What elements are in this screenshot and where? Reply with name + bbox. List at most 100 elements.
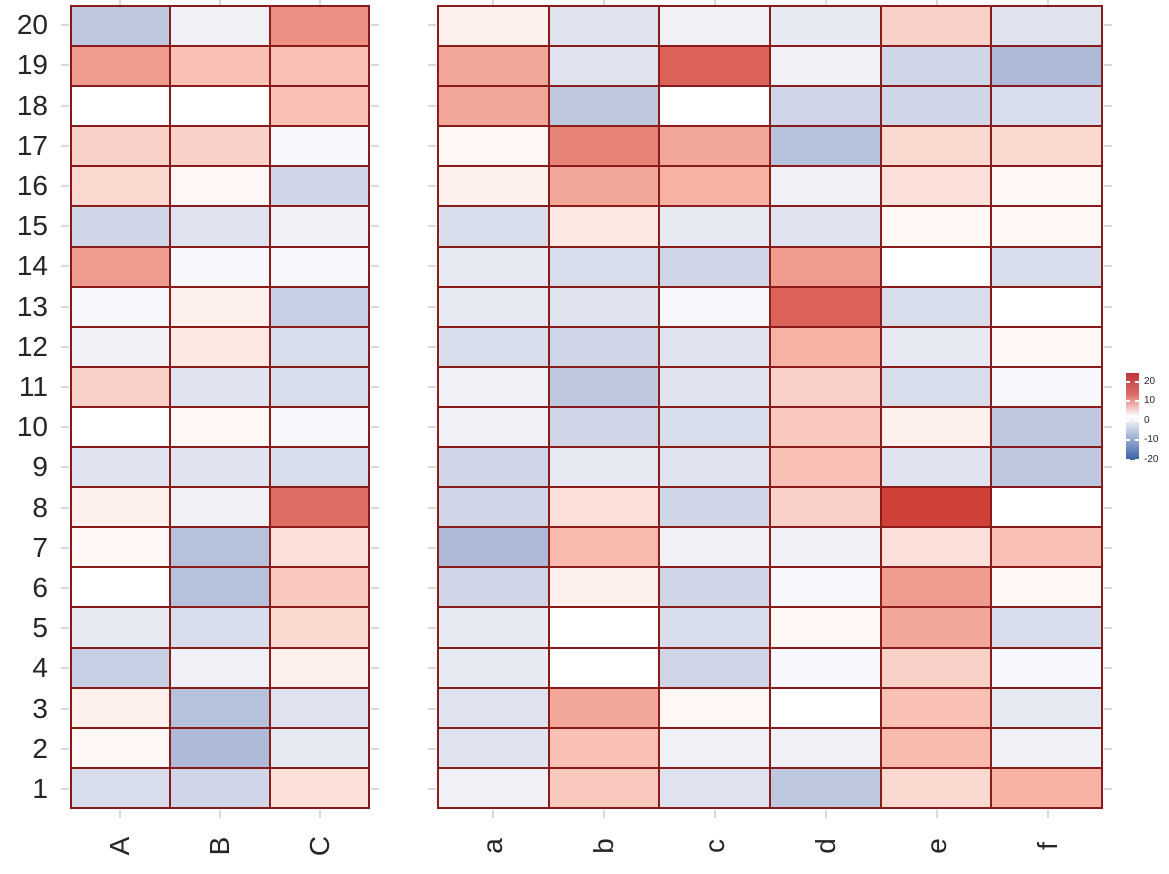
heatmap-cell-b1	[548, 767, 660, 808]
heatmap-cell-C17	[269, 126, 369, 167]
axis-tick	[371, 546, 379, 549]
axis-tick	[371, 586, 379, 589]
heatmap-cell-A8	[71, 487, 171, 528]
axis-tick	[371, 787, 379, 790]
heatmap-cell-a13	[438, 286, 549, 327]
heatmap-cell-a10	[438, 406, 549, 448]
axis-tick	[1104, 546, 1112, 549]
col-label-f: f	[1031, 842, 1063, 850]
axis-tick	[428, 24, 436, 27]
axis-tick	[61, 225, 69, 228]
row-label-6: 6	[32, 571, 48, 603]
col-label-A: A	[104, 836, 135, 856]
heatmap-cell-c11	[659, 366, 770, 407]
heatmap-cell-A16	[71, 166, 171, 207]
heatmap-cell-c10	[659, 406, 770, 448]
axis-tick	[428, 466, 436, 469]
axis-tick	[1104, 586, 1112, 589]
legend-tick-label--20: -20	[1144, 454, 1159, 465]
heatmap-cell-B10	[170, 406, 270, 448]
legend-tick-dash	[1135, 400, 1139, 403]
axis-tick	[371, 466, 379, 469]
heatmap-cell-e15	[880, 206, 992, 247]
axis-tick	[428, 506, 436, 509]
axis-tick	[61, 747, 69, 750]
axis-tick	[428, 225, 436, 228]
axis-tick	[1104, 24, 1112, 27]
heatmap-cell-c9	[659, 447, 770, 488]
heatmap-cell-b12	[548, 326, 660, 367]
row-label-10: 10	[16, 411, 48, 443]
heatmap-cell-d17	[769, 126, 881, 167]
axis-tick	[371, 104, 379, 107]
heatmap-cell-b5	[548, 607, 660, 648]
col-label-B: B	[204, 836, 235, 856]
heatmap-cell-b18	[548, 86, 660, 127]
heatmap-cell-a4	[438, 647, 549, 688]
heatmap-cell-C14	[269, 246, 369, 287]
heatmap-cell-e5	[880, 607, 992, 648]
axis-tick	[428, 305, 436, 308]
axis-tick	[713, 0, 716, 5]
axis-tick	[61, 64, 69, 67]
axis-tick	[428, 707, 436, 710]
axis-tick	[428, 787, 436, 790]
heatmap-cell-c19	[659, 46, 770, 87]
heatmap-cell-b20	[548, 6, 660, 47]
axis-tick	[61, 506, 69, 509]
heatmap-cell-f19	[991, 46, 1102, 87]
legend-tick-label-0: 0	[1144, 414, 1150, 426]
heatmap-cell-e19	[880, 46, 992, 87]
heatmap-cell-A7	[71, 527, 171, 568]
axis-tick	[428, 184, 436, 187]
heatmap-cell-f6	[991, 567, 1102, 608]
heatmap-cell-B2	[170, 727, 270, 768]
heatmap-cell-B13	[170, 286, 270, 327]
axis-tick	[1104, 426, 1112, 429]
heatmap-cell-C8	[269, 487, 369, 528]
axis-tick	[61, 104, 69, 107]
axis-tick	[428, 345, 436, 348]
axis-tick	[1046, 0, 1049, 5]
legend-tick-dash	[1135, 419, 1139, 422]
axis-tick	[371, 184, 379, 187]
heatmap-cell-B6	[170, 567, 270, 608]
heatmap-cell-b19	[548, 46, 660, 87]
axis-tick	[1104, 506, 1112, 509]
legend-tick-label--10: -10	[1144, 434, 1159, 446]
axis-tick	[61, 265, 69, 268]
heatmap-cell-a5	[438, 607, 549, 648]
heatmap-cell-b3	[548, 687, 660, 728]
axis-tick	[713, 810, 716, 818]
heatmap-cell-d1	[769, 767, 881, 808]
heatmap-cell-b10	[548, 406, 660, 448]
axis-tick	[61, 787, 69, 790]
heatmap-cell-e6	[880, 567, 992, 608]
heatmap-cell-A18	[71, 86, 171, 127]
axis-tick	[61, 345, 69, 348]
heatmap-cell-f9	[991, 447, 1102, 488]
heatmap-cell-d14	[769, 246, 881, 287]
heatmap-cell-C4	[269, 647, 369, 688]
heatmap-cell-B15	[170, 206, 270, 247]
legend-tick-label-20: 20	[1144, 375, 1156, 387]
axis-tick	[1104, 184, 1112, 187]
col-label-e: e	[920, 838, 952, 854]
axis-tick	[119, 0, 121, 5]
axis-tick	[491, 0, 494, 5]
axis-tick	[1104, 225, 1112, 228]
heatmap-cell-d13	[769, 286, 881, 327]
heatmap-cell-a19	[438, 46, 549, 87]
axis-tick	[371, 385, 379, 388]
heatmap-cell-A17	[71, 126, 171, 167]
axis-tick	[371, 225, 379, 228]
legend-tick-label-10: 10	[1144, 395, 1156, 407]
heatmap-cell-e12	[880, 326, 992, 367]
heatmap-cell-f13	[991, 286, 1102, 327]
axis-tick	[602, 0, 605, 5]
axis-tick	[1104, 64, 1112, 67]
row-label-7: 7	[32, 531, 48, 563]
axis-tick	[61, 385, 69, 388]
axis-tick	[371, 24, 379, 27]
axis-tick	[319, 810, 321, 818]
